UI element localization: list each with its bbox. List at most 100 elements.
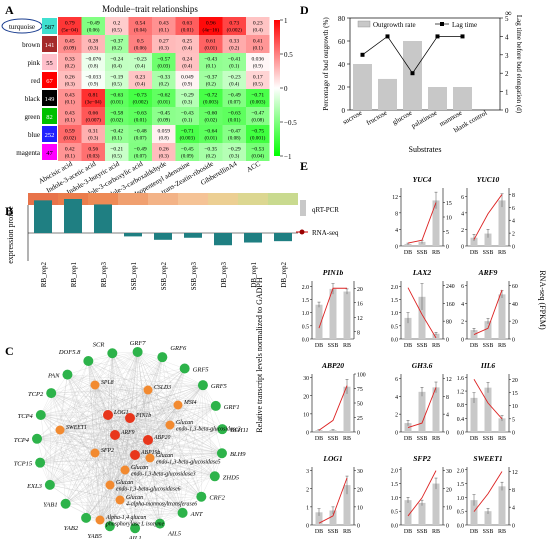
- qpcr-bar: [470, 397, 478, 432]
- panel-b-eigengene-bars: expression profile RB_rep2 RB_rep1 RB_rep3 S…: [6, 193, 298, 290]
- sample-label: DB_rep2: [280, 262, 288, 288]
- heatmap-cell: [81, 143, 105, 161]
- heatmap-cell: [81, 71, 105, 89]
- cell-correlation: 0.17: [253, 75, 263, 81]
- network-edge: [51, 392, 109, 416]
- network-node-label: Glucan endo-1,3-beta-glucosidase2: [176, 420, 241, 433]
- colorbar-tick-label: 0: [284, 85, 288, 93]
- module-gene-count: 587: [45, 24, 56, 31]
- outgrowth-bar: [453, 87, 472, 110]
- heatmap-cell: [128, 125, 152, 143]
- network-edge: [85, 469, 126, 518]
- heatmap-cell: [58, 107, 82, 125]
- network-edge: [149, 457, 161, 524]
- cell-pvalue: (0.2): [112, 45, 122, 52]
- cell-correlation: 0.54: [135, 21, 145, 27]
- network-edge: [94, 452, 111, 486]
- network-edge: [59, 429, 96, 454]
- network-edge: [99, 469, 126, 521]
- network-edge: [88, 360, 151, 459]
- network-edge: [99, 429, 223, 521]
- cell-pvalue: (0.002): [227, 27, 242, 34]
- network-node-label: ZHD5: [223, 474, 240, 481]
- e-left-tick-label: 2.0: [391, 285, 398, 291]
- network-node-inner: [125, 413, 135, 423]
- network-edge: [49, 452, 96, 485]
- network-edge: [177, 404, 223, 454]
- gene-title: ABP20: [321, 361, 344, 370]
- e-left-tick-label: 2: [395, 413, 398, 419]
- heatmap-cell: [175, 35, 199, 53]
- gene-title: IIL6: [480, 361, 495, 370]
- network-edge: [36, 438, 96, 454]
- network-edge: [59, 429, 111, 486]
- heatmap-cell: [81, 35, 105, 53]
- network-edge: [114, 434, 215, 477]
- network-edge: [169, 405, 216, 426]
- cell-correlation: −0.29: [228, 147, 241, 153]
- qpcr-bar: [404, 500, 412, 525]
- network-node-label: GRF7: [130, 340, 147, 347]
- network-edge: [129, 404, 179, 419]
- e-x-tick-label: RB: [498, 436, 506, 442]
- e-x-tick-label: SSB: [417, 343, 428, 349]
- cell-correlation: 0.41: [253, 39, 263, 45]
- e-x-tick-label: RB: [343, 436, 351, 442]
- network-node-label: GRF1: [224, 404, 240, 411]
- rnaseq-line: [318, 385, 348, 431]
- network-edge: [112, 353, 131, 419]
- heatmap-cell: [222, 89, 246, 107]
- e-x-tick-label: DB: [404, 529, 412, 535]
- cell-pvalue: (4e−16): [203, 27, 220, 34]
- network-edge: [107, 414, 111, 486]
- heatmap-cell: [81, 125, 105, 143]
- qpcr-bar: [329, 510, 337, 525]
- heatmap-cell: [152, 53, 176, 71]
- cell-pvalue: (0.01): [228, 117, 241, 124]
- cell-pvalue: (0.01): [204, 135, 217, 142]
- e-right-tick-label: 40: [512, 302, 518, 308]
- cell-correlation: 0.24: [182, 57, 192, 63]
- network-edge: [49, 454, 136, 485]
- e-left-tick-label: 0: [395, 431, 398, 437]
- panel-c-letter: C: [5, 344, 14, 358]
- network-edge: [124, 457, 151, 471]
- network-edge: [107, 414, 202, 497]
- e-left-tick-label: 0: [461, 245, 464, 251]
- e-right-tick-label: 30: [446, 469, 452, 475]
- module-label: blue: [28, 131, 40, 139]
- network-edge: [119, 385, 204, 501]
- heatmap-cell: [58, 143, 82, 161]
- network-node: [46, 388, 57, 399]
- network-node: [197, 380, 208, 391]
- network-edge: [67, 374, 149, 391]
- network-edge: [162, 357, 179, 406]
- cell-pvalue: (0.4): [135, 63, 145, 70]
- e-right-tick-label: 0: [512, 431, 515, 437]
- e-right-tick-label: 16: [357, 301, 363, 307]
- heatmap-cell: [105, 107, 129, 125]
- network-edge: [112, 353, 171, 426]
- e-left-axis-title: Relative transcript levels normalized to…: [255, 277, 264, 433]
- network-edge: [137, 351, 216, 407]
- network-node: [157, 352, 168, 363]
- network-edge: [177, 404, 202, 497]
- network-node-label: YAB2: [64, 525, 79, 532]
- e-right-tick-label: 50: [357, 402, 363, 408]
- network-edge: [49, 414, 109, 485]
- cell-correlation: −0.45: [157, 111, 170, 117]
- network-node-label: LOG1: [113, 410, 129, 416]
- network-edge: [49, 484, 101, 521]
- network-edge: [109, 484, 136, 529]
- network-edge: [59, 424, 171, 431]
- cell-pvalue: (0.03): [87, 153, 100, 160]
- rnaseq-line: [407, 202, 437, 244]
- cell-pvalue: (0.01): [134, 117, 147, 124]
- e-left-tick-label: 6: [461, 195, 464, 201]
- e-left-tick-label: 0.4: [457, 417, 464, 423]
- heatmap-cell: [58, 71, 82, 89]
- heatmap-cell: [81, 53, 105, 71]
- network-node: [216, 448, 227, 459]
- cell-correlation: −0.19: [110, 75, 123, 81]
- network-edge: [147, 385, 203, 391]
